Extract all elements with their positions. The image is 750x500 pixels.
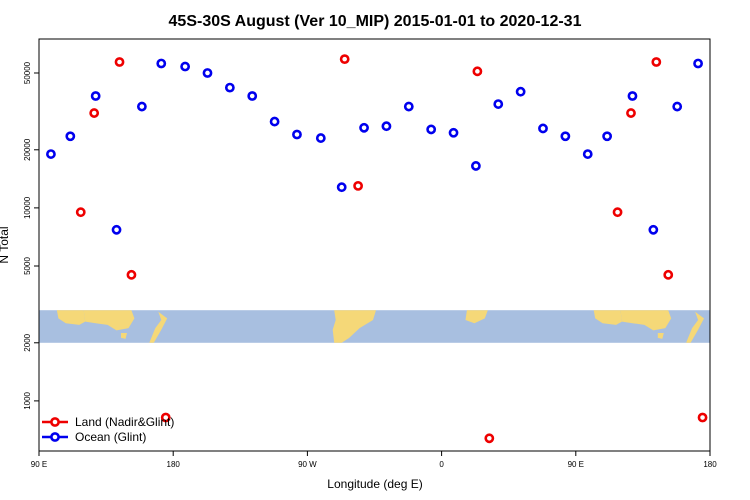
map-land-australia-west bbox=[56, 310, 86, 325]
ocean-point bbox=[538, 123, 548, 134]
y-axis-ticks: 1000 2000 5000 10000 20000 50000 bbox=[23, 61, 39, 410]
plot-frame bbox=[38, 38, 711, 452]
land-point bbox=[697, 412, 708, 423]
y-tick-label: 5000 bbox=[23, 257, 32, 275]
x-axis-ticks: 90 E 180 90 W 0 90 E 180 bbox=[31, 451, 717, 469]
ocean-point bbox=[426, 124, 437, 135]
ocean-point bbox=[90, 91, 101, 101]
y-tick-label: 20000 bbox=[23, 138, 32, 161]
ocean-point bbox=[202, 68, 213, 78]
ocean-point bbox=[247, 91, 258, 101]
y-axis-label: N Total bbox=[0, 226, 11, 263]
ocean-point bbox=[648, 224, 659, 235]
land-point bbox=[663, 269, 674, 280]
ocean-point bbox=[359, 122, 369, 133]
land-point bbox=[651, 57, 662, 67]
legend-marker-ocean bbox=[50, 432, 60, 442]
y-tick-label: 2000 bbox=[23, 333, 32, 351]
map-land-australia-east bbox=[83, 310, 135, 331]
ocean-point bbox=[269, 116, 280, 127]
x-tick-label: 90 E bbox=[568, 460, 584, 469]
ocean-point bbox=[65, 131, 76, 142]
ocean-point bbox=[315, 133, 326, 143]
map-land-tasmania-2 bbox=[657, 333, 664, 339]
chart-title: 45S-30S August (Ver 10_MIP) 2015-01-01 t… bbox=[169, 13, 582, 30]
ocean-point bbox=[493, 99, 504, 109]
ocean-point bbox=[403, 101, 414, 112]
map-land-tasmania bbox=[121, 333, 127, 339]
y-tick-label: 50000 bbox=[23, 61, 32, 84]
land-point bbox=[114, 57, 125, 67]
x-tick-label: 180 bbox=[703, 460, 717, 469]
data-points bbox=[46, 54, 708, 444]
ocean-point bbox=[180, 61, 191, 72]
land-point bbox=[126, 269, 137, 280]
ocean-point bbox=[46, 149, 56, 159]
x-tick-label: 90 W bbox=[298, 460, 317, 469]
ocean-point bbox=[582, 149, 593, 159]
ocean-point bbox=[602, 131, 613, 142]
map-land-australia-east-2 bbox=[620, 310, 672, 331]
land-point bbox=[612, 207, 623, 218]
world-map-strip bbox=[39, 310, 710, 343]
ocean-point bbox=[693, 58, 703, 69]
map-land-south-africa bbox=[465, 310, 488, 324]
land-point bbox=[484, 433, 495, 444]
legend: Land (Nadir&Glint)Ocean (Glint) bbox=[42, 415, 174, 444]
map-land-new-zealand-2 bbox=[686, 311, 704, 343]
y-tick-label: 10000 bbox=[23, 196, 32, 219]
legend-label-land: Land (Nadir&Glint) bbox=[75, 415, 174, 429]
ocean-point bbox=[111, 224, 122, 235]
ocean-point bbox=[627, 91, 638, 101]
x-tick-label: 0 bbox=[439, 460, 444, 469]
land-point bbox=[339, 54, 350, 65]
ocean-point bbox=[672, 101, 683, 112]
x-axis-label: Longitude (deg E) bbox=[327, 477, 422, 491]
ocean-point bbox=[224, 82, 235, 93]
land-point bbox=[626, 108, 636, 118]
land-point bbox=[89, 108, 100, 118]
land-point bbox=[75, 207, 86, 218]
ocean-point bbox=[336, 182, 347, 193]
legend-marker-land bbox=[50, 417, 60, 427]
ocean-point bbox=[381, 121, 392, 132]
ocean-point bbox=[470, 161, 481, 171]
legend-label-ocean: Ocean (Glint) bbox=[75, 430, 146, 444]
land-point bbox=[472, 66, 483, 77]
map-land-south-america bbox=[332, 310, 376, 343]
land-point bbox=[160, 412, 171, 423]
map-land-australia-west-2 bbox=[593, 310, 622, 325]
ocean-point bbox=[448, 127, 459, 138]
y-tick-label: 1000 bbox=[23, 391, 32, 409]
x-tick-label: 90 E bbox=[31, 460, 47, 469]
ocean-point bbox=[292, 129, 302, 140]
ocean-point bbox=[136, 101, 147, 112]
map-land-new-zealand bbox=[149, 311, 168, 343]
ocean-point bbox=[560, 131, 571, 142]
ocean-point bbox=[156, 58, 167, 69]
land-point bbox=[353, 180, 363, 191]
x-tick-label: 180 bbox=[167, 460, 181, 469]
ocean-point bbox=[515, 86, 526, 97]
